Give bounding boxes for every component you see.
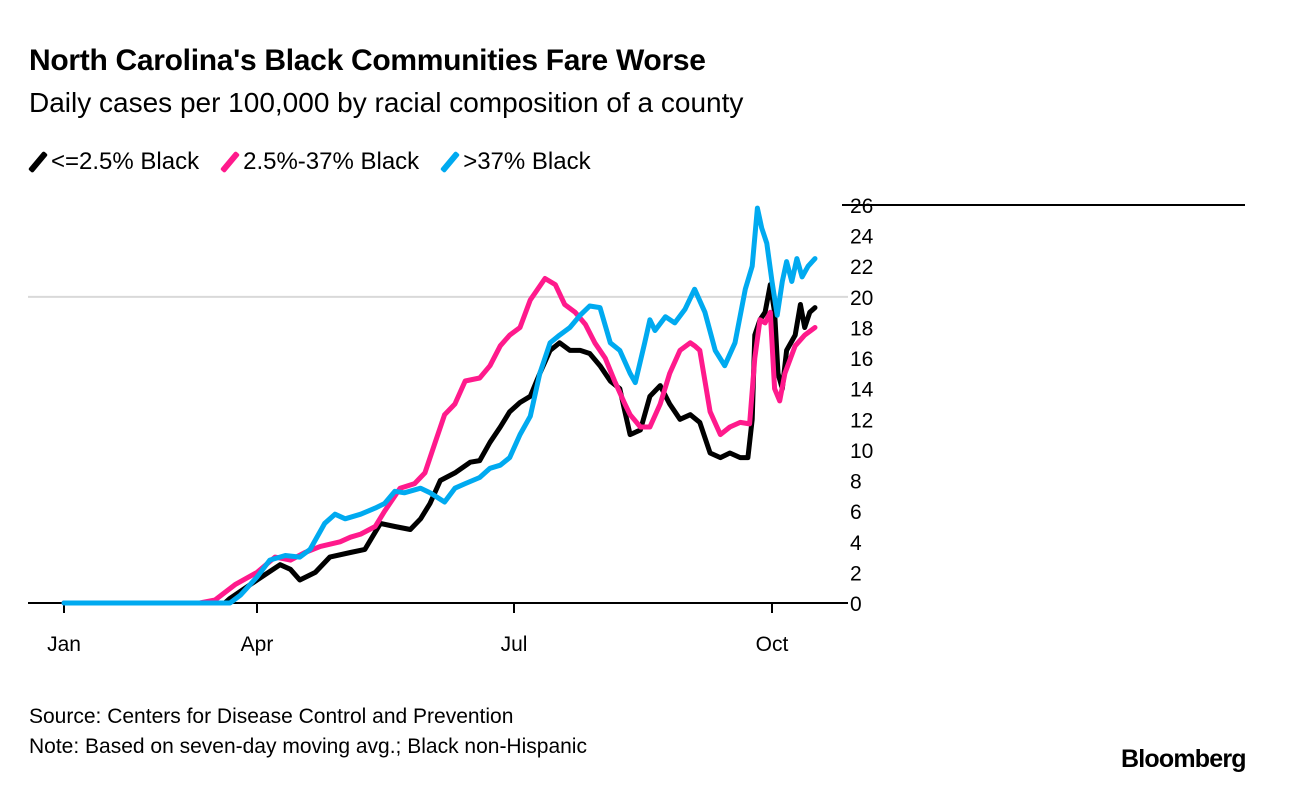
y-tick-label: 24 bbox=[850, 226, 874, 249]
x-tick-label: Apr bbox=[241, 633, 274, 656]
x-tick-label: Oct bbox=[756, 633, 789, 656]
series-line-1 bbox=[61, 276, 818, 606]
y-tick-label: 8 bbox=[850, 471, 862, 494]
y-tick-label: 0 bbox=[850, 593, 862, 616]
y-tick-label: 18 bbox=[850, 317, 873, 340]
y-tick-label: 6 bbox=[850, 501, 862, 524]
legend-item-high: >37% Black bbox=[440, 148, 591, 176]
chart-subtitle: Daily cases per 100,000 by racial compos… bbox=[29, 87, 744, 118]
x-tick-label: Jul bbox=[501, 633, 528, 656]
y-tick-label: 16 bbox=[850, 348, 873, 371]
footnote: Note: Based on seven-day moving avg.; Bl… bbox=[29, 735, 587, 758]
series-line-2 bbox=[61, 205, 818, 606]
chart-title: North Carolina's Black Communities Fare … bbox=[29, 44, 706, 77]
y-tick-label: 2 bbox=[850, 562, 862, 585]
y-tick-label: 22 bbox=[850, 256, 873, 279]
bloomberg-logo: Bloomberg bbox=[1121, 745, 1247, 773]
y-tick-label: 4 bbox=[850, 532, 862, 555]
legend-item-low: <=2.5% Black bbox=[27, 148, 200, 176]
legend-item-mid: 2.5%-37% Black bbox=[220, 148, 420, 176]
y-tick-label: 20 bbox=[850, 287, 873, 310]
legend: <=2.5% Black 2.5%-37% Black >37% Black bbox=[27, 148, 591, 176]
y-tick-label: 12 bbox=[850, 409, 873, 432]
series-line-0 bbox=[61, 282, 818, 606]
legend-label-low: <=2.5% Black bbox=[51, 148, 200, 175]
y-tick-label: 26 bbox=[850, 195, 873, 218]
y-tick-label: 14 bbox=[850, 379, 874, 402]
x-tick-label: Jan bbox=[47, 633, 81, 656]
y-tick-label: 10 bbox=[850, 440, 873, 463]
source-note: Source: Centers for Disease Control and … bbox=[29, 705, 514, 728]
legend-label-mid: 2.5%-37% Black bbox=[243, 148, 420, 175]
legend-label-high: >37% Black bbox=[463, 148, 591, 175]
